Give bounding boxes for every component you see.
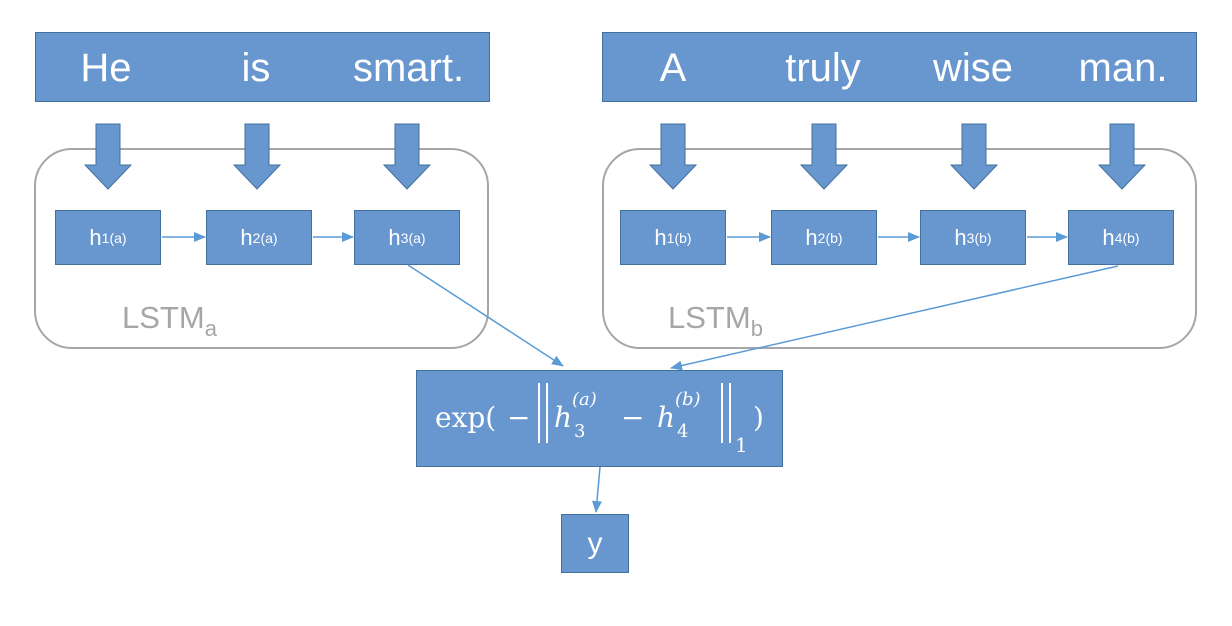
down-arrow-a-3 xyxy=(382,123,432,190)
sentence-b-word-2: truly xyxy=(785,46,861,90)
down-arrow-a-1 xyxy=(83,123,133,190)
down-arrow-b-1 xyxy=(648,123,698,190)
hidden-state-b-4: h 4 (b) xyxy=(1068,210,1174,265)
h-b-sub: 4 xyxy=(677,421,689,442)
sentence-b-word-1: A xyxy=(659,46,687,90)
sentence-b-box: A truly wise man. xyxy=(602,32,1197,102)
sentence-b-word-3: wise xyxy=(932,46,1014,90)
sentence-b-word-4: man. xyxy=(1078,46,1168,90)
h-a-sub: 3 xyxy=(574,421,586,442)
h-b-sup: (b) xyxy=(675,389,701,410)
output-y-label: y xyxy=(587,526,603,560)
norm-left-bar-2 xyxy=(546,383,548,443)
exp-minus: − xyxy=(507,401,531,434)
exp-close: ) xyxy=(753,401,764,434)
norm-sub: 1 xyxy=(735,433,748,457)
hidden-state-a-3: h 3 (a) xyxy=(354,210,460,265)
down-arrow-a-2 xyxy=(232,123,282,190)
lstm-b-label: LSTMb xyxy=(668,300,763,341)
sentence-a-box: He is smart. xyxy=(35,32,490,102)
hidden-state-a-2: h 2 (a) xyxy=(206,210,312,265)
lstm-b-group xyxy=(602,148,1197,349)
down-arrow-b-4 xyxy=(1097,123,1147,190)
connector-h3a-to-exp xyxy=(407,264,564,367)
sentence-a-word-3: smart. xyxy=(352,46,465,90)
lstm-a-label: LSTMa xyxy=(122,300,217,341)
h-b: h xyxy=(657,401,676,434)
norm-right-bar-1 xyxy=(721,383,723,443)
down-arrow-b-2 xyxy=(799,123,849,190)
exp-op: − xyxy=(621,401,645,434)
norm-right-bar-2 xyxy=(729,383,731,443)
exp-func: exp( xyxy=(435,401,497,434)
connector-exp-to-y xyxy=(591,466,602,513)
hidden-state-b-3: h 3 (b) xyxy=(920,210,1026,265)
hidden-state-b-1: h 1 (b) xyxy=(620,210,726,265)
norm-left-bar-1 xyxy=(538,383,540,443)
output-y-box: y xyxy=(561,514,629,573)
h-a: h xyxy=(554,401,573,434)
hidden-state-b-2: h 2 (b) xyxy=(771,210,877,265)
connector-h4b-to-exp xyxy=(670,265,1119,371)
sentence-a-word-1: He xyxy=(80,46,132,90)
sentence-a-word-2: is xyxy=(241,46,271,90)
h-a-sup: (a) xyxy=(572,389,597,410)
down-arrow-b-3 xyxy=(949,123,999,190)
hidden-state-a-1: h 1 (a) xyxy=(55,210,161,265)
similarity-function-box: exp( − h (a) 3 − h (b) 4 1 ) xyxy=(416,370,783,467)
